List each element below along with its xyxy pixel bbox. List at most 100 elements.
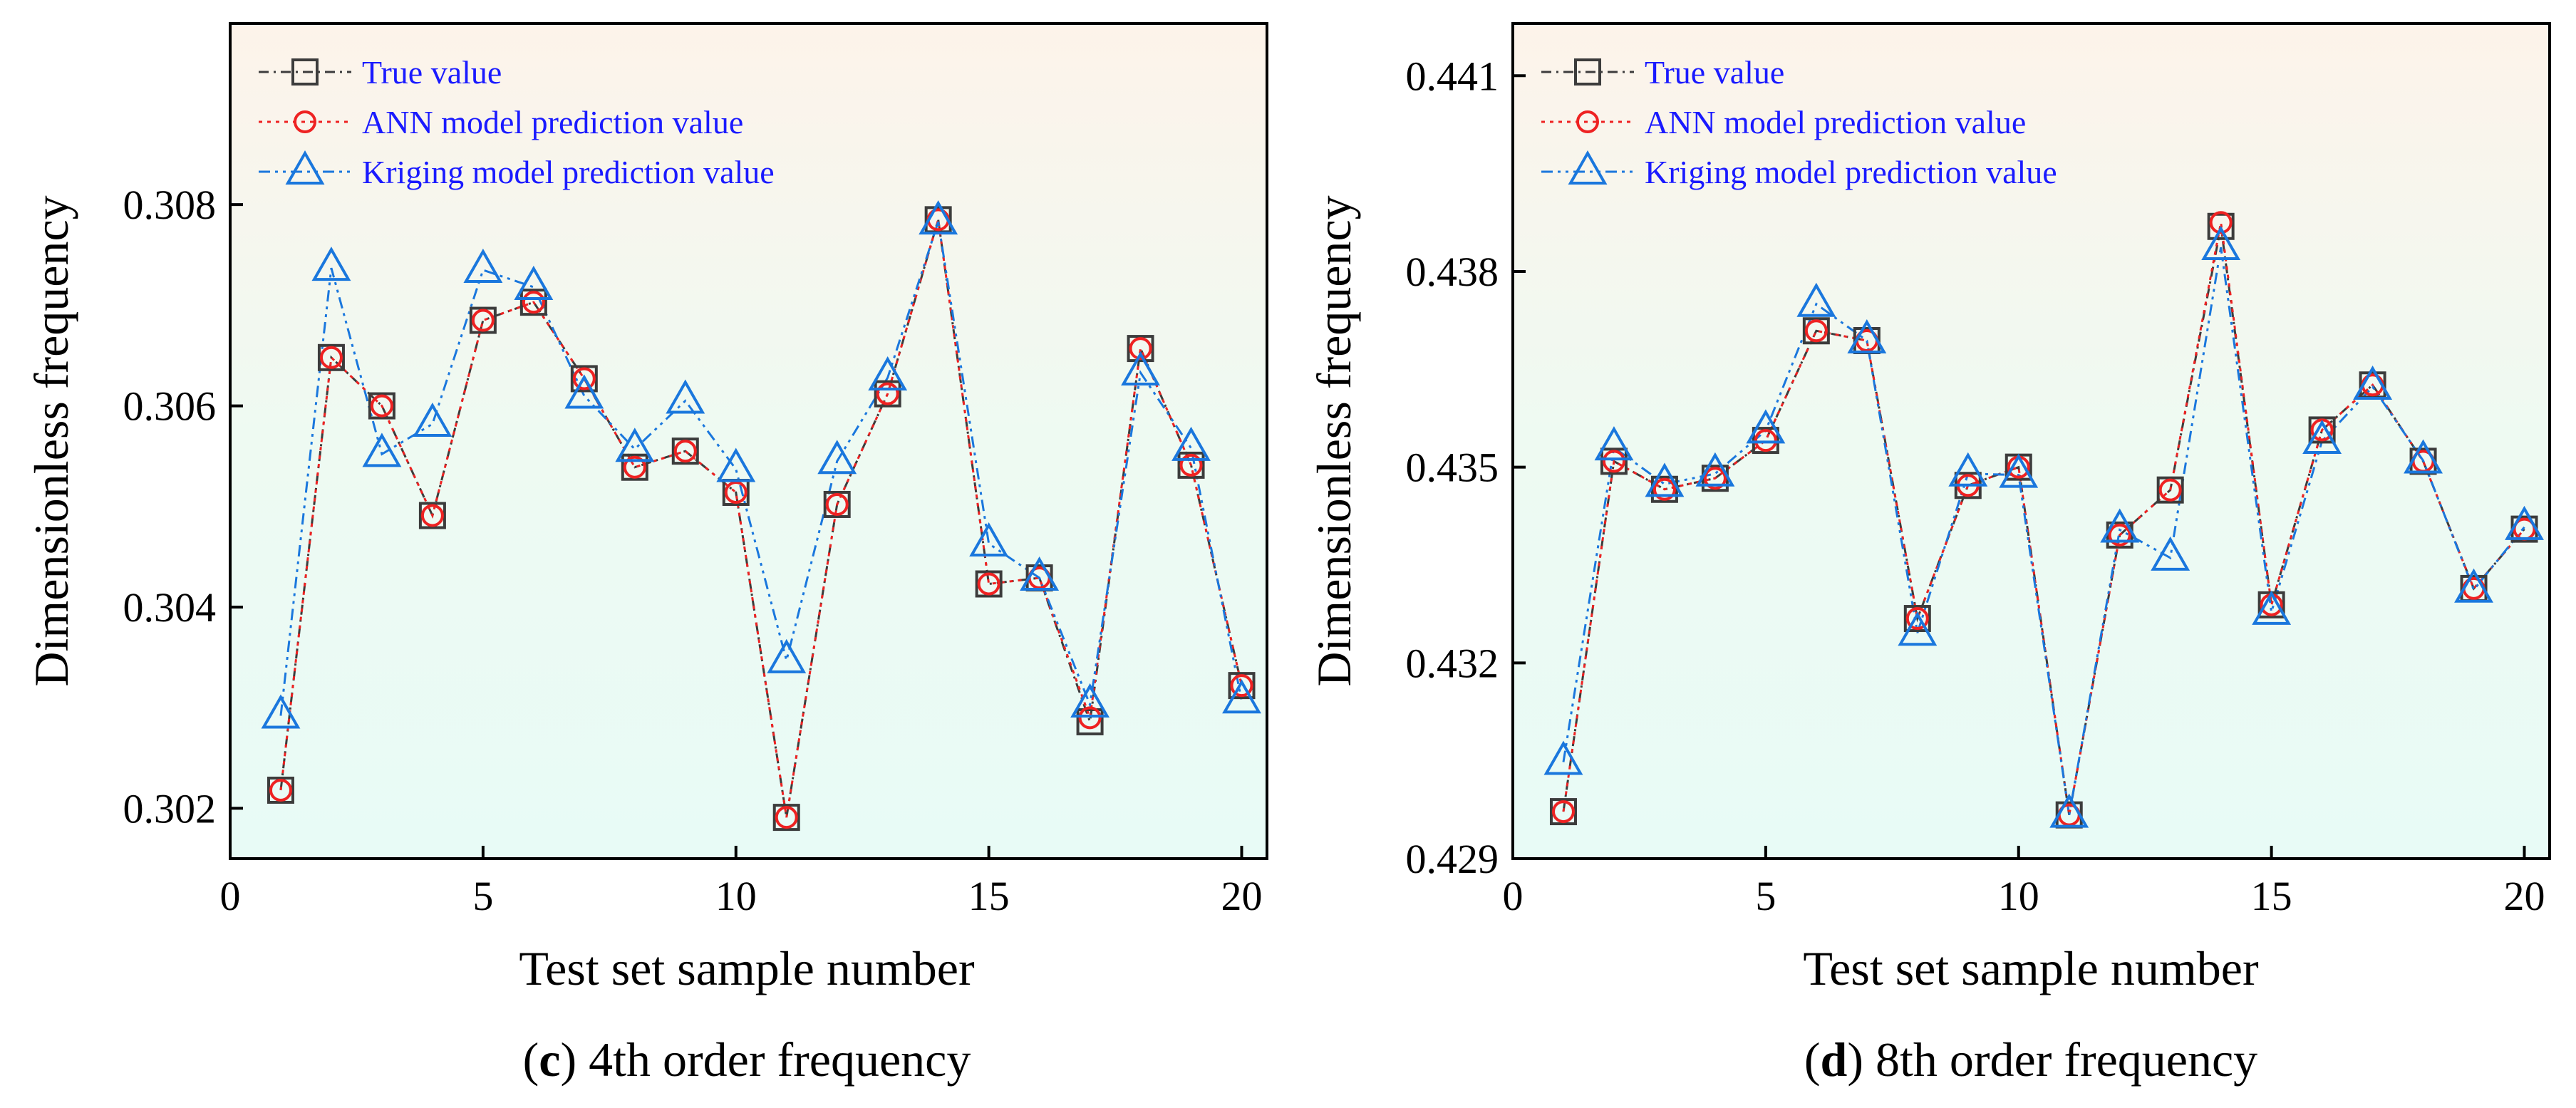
point-d-1-11 bbox=[2108, 523, 2131, 547]
point-c-2-1 bbox=[311, 247, 351, 281]
point-c-0-5 bbox=[519, 289, 547, 316]
point-d-2-8 bbox=[1948, 452, 1988, 487]
point-d-0-13 bbox=[2207, 212, 2235, 240]
point-c-1-7 bbox=[623, 455, 646, 479]
point-c-2-2 bbox=[362, 433, 402, 467]
point-c-1-9 bbox=[724, 481, 748, 504]
point-d-0-12 bbox=[2156, 476, 2184, 504]
point-d-1-3 bbox=[1703, 467, 1727, 490]
point-d-2-11 bbox=[2100, 508, 2140, 543]
point-c-0-7 bbox=[621, 453, 648, 481]
point-d-2-19 bbox=[2505, 505, 2544, 540]
point-d-2-7 bbox=[1898, 611, 1938, 646]
point-c-0-12 bbox=[874, 380, 901, 408]
chart-panel-c: 0 5 10 15 20 0.302 0.304 0.306 0.308 True value A… bbox=[24, 22, 1268, 1087]
point-c-0-4 bbox=[469, 306, 497, 334]
point-c-2-6 bbox=[564, 374, 604, 409]
point-c-2-14 bbox=[969, 522, 1009, 557]
point-d-2-10 bbox=[2049, 793, 2089, 828]
caption-title-d: 8th order frequency bbox=[1876, 1032, 2257, 1087]
point-c-0-6 bbox=[570, 365, 598, 393]
point-c-2-10 bbox=[767, 638, 807, 673]
plot-area-d bbox=[1513, 24, 2550, 859]
point-d-1-1 bbox=[1602, 450, 1625, 473]
legend-label-c-0: True value bbox=[362, 54, 502, 90]
axes-d: 0 5 10 15 20 0.429 0.432 0.435 0.438 0.441 bbox=[1406, 53, 2545, 919]
point-d-0-15 bbox=[2308, 416, 2336, 444]
point-d-1-4 bbox=[1754, 429, 1777, 452]
chart-panel-d: 0 5 10 15 20 0.429 0.432 0.435 0.438 0.441 True v… bbox=[1307, 22, 2551, 1087]
y-tick-label-d-0: 0.429 bbox=[1406, 836, 1499, 882]
point-c-1-18 bbox=[1179, 453, 1203, 477]
x-tick-label-d-1: 5 bbox=[1755, 873, 1776, 919]
point-c-0-16 bbox=[1076, 708, 1104, 735]
y-tick-label-c-0: 0.302 bbox=[123, 785, 217, 832]
y-tick-label-c-3: 0.308 bbox=[123, 182, 217, 228]
legend-marker-c-1 bbox=[294, 110, 316, 133]
point-c-1-10 bbox=[775, 806, 798, 829]
point-c-1-8 bbox=[673, 440, 697, 463]
plot-frame-c bbox=[229, 22, 1268, 860]
point-d-2-3 bbox=[1695, 452, 1735, 487]
point-c-1-16 bbox=[1078, 706, 1102, 730]
point-c-1-2 bbox=[370, 394, 393, 418]
point-c-1-14 bbox=[977, 572, 1000, 596]
y-tick-label-d-2: 0.435 bbox=[1406, 445, 1499, 491]
point-d-2-0 bbox=[1543, 740, 1583, 775]
plot-frame-d bbox=[1511, 22, 2551, 860]
point-d-2-4 bbox=[1746, 409, 1786, 444]
point-c-2-5 bbox=[514, 265, 554, 300]
x-axis-title-d: Test set sample number bbox=[1803, 941, 2259, 995]
legend-label-d-2: Kriging model prediction value bbox=[1645, 154, 2057, 190]
point-d-2-9 bbox=[1999, 453, 2039, 488]
y-axis-title-c: Dimensionless frequency bbox=[24, 195, 78, 686]
point-d-2-2 bbox=[1645, 462, 1685, 497]
x-tick-label-d-2: 10 bbox=[1998, 873, 2039, 919]
x-tick-label-d-0: 0 bbox=[1503, 873, 1524, 919]
series-line-c-2 bbox=[279, 221, 1243, 716]
point-c-2-12 bbox=[868, 356, 908, 391]
legend-marker-c-0 bbox=[291, 58, 319, 86]
legend-label-c-1: ANN model prediction value bbox=[362, 104, 743, 140]
point-d-1-0 bbox=[1551, 800, 1575, 824]
y-tick-label-d-1: 0.432 bbox=[1406, 640, 1499, 686]
point-d-2-12 bbox=[2151, 536, 2190, 571]
point-c-0-18 bbox=[1177, 451, 1205, 479]
point-c-1-17 bbox=[1129, 337, 1152, 361]
y-tick-label-d-4: 0.441 bbox=[1406, 53, 1499, 99]
legend-marker-c-2 bbox=[285, 150, 325, 185]
point-d-2-1 bbox=[1594, 426, 1634, 461]
point-c-1-12 bbox=[876, 382, 899, 405]
point-d-2-14 bbox=[2252, 590, 2292, 625]
x-tick-label-c-0: 0 bbox=[220, 873, 241, 919]
point-c-0-1 bbox=[317, 343, 345, 371]
point-c-2-11 bbox=[817, 440, 857, 475]
axes-c: 0 5 10 15 20 0.302 0.304 0.306 0.308 bbox=[123, 182, 1263, 919]
point-c-2-3 bbox=[413, 402, 452, 437]
point-c-0-0 bbox=[267, 776, 294, 804]
point-c-2-13 bbox=[919, 200, 958, 235]
point-c-2-16 bbox=[1070, 683, 1110, 718]
x-tick-label-c-3: 15 bbox=[968, 873, 1010, 919]
point-c-1-4 bbox=[471, 309, 495, 332]
legend-label-d-1: ANN model prediction value bbox=[1645, 104, 2026, 140]
point-d-2-15 bbox=[2302, 419, 2342, 454]
point-c-1-3 bbox=[420, 504, 444, 527]
caption-letter-d: d bbox=[1820, 1032, 1847, 1087]
point-c-2-18 bbox=[1171, 426, 1211, 461]
point-c-2-9 bbox=[716, 447, 756, 482]
point-c-2-0 bbox=[261, 694, 301, 729]
point-d-2-6 bbox=[1847, 319, 1887, 353]
point-c-0-10 bbox=[772, 804, 800, 832]
point-c-2-8 bbox=[666, 379, 705, 414]
point-d-2-18 bbox=[2454, 568, 2493, 603]
x-axis-title-c: Test set sample number bbox=[519, 941, 975, 995]
caption-c: (c) 4th order frequency bbox=[523, 1032, 971, 1087]
legend-marker-d-0 bbox=[1574, 58, 1601, 86]
point-c-1-6 bbox=[572, 367, 596, 390]
point-c-2-4 bbox=[463, 248, 503, 283]
x-tick-label-c-2: 10 bbox=[715, 873, 757, 919]
caption-d: (d) 8th order frequency bbox=[1804, 1032, 2257, 1087]
point-d-2-16 bbox=[2353, 365, 2393, 400]
